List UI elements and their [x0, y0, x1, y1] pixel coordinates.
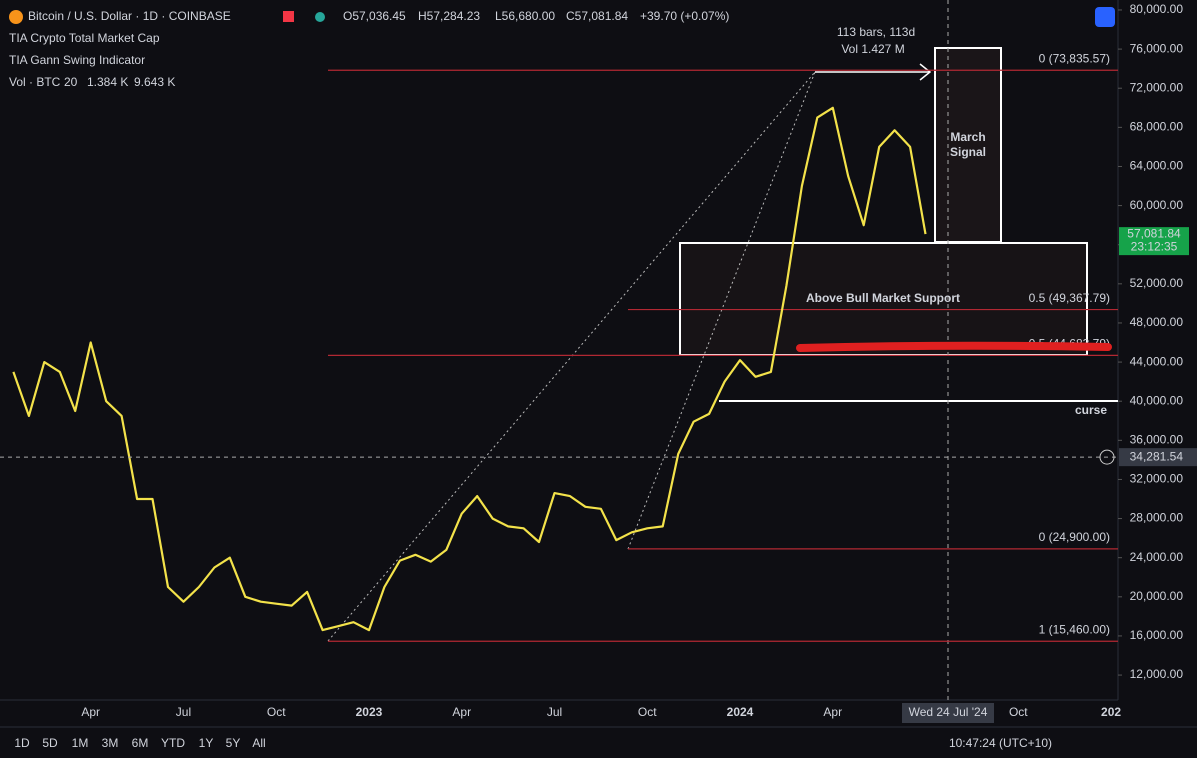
annotation: Vol 1.427 M [841, 42, 904, 56]
ohlc-value: C57,081.84 [566, 9, 628, 23]
indicator-label: TIA Crypto Total Market Cap [9, 31, 160, 45]
y-tick-label: 16,000.00 [1130, 628, 1184, 642]
range-button[interactable]: 1Y [199, 736, 214, 750]
x-tick-label: Apr [452, 705, 471, 719]
volume-legend: 20 [64, 75, 78, 89]
last-price-badge [1119, 227, 1189, 256]
x-tick-label: 2024 [727, 705, 754, 719]
countdown-label: 23:12:35 [1131, 239, 1178, 253]
range-button[interactable]: 1M [72, 736, 89, 750]
level-label: 0 (24,900.00) [1039, 530, 1110, 544]
level-label: 0.5 (49,367.79) [1029, 291, 1110, 305]
y-tick-label: 32,000.00 [1130, 472, 1184, 486]
level-label: 1 (15,460.00) [1039, 622, 1110, 636]
y-tick-label: 48,000.00 [1130, 315, 1184, 329]
btc-icon [9, 10, 23, 24]
price-line [12, 106, 927, 632]
y-tick-label: 24,000.00 [1130, 550, 1184, 564]
annotation: 113 bars, 113d [837, 25, 915, 39]
volume-legend: 1.384 K [87, 75, 128, 89]
indicator-label: TIA Gann Swing Indicator [9, 53, 145, 67]
y-tick-label: 36,000.00 [1130, 432, 1184, 446]
ohlc-value: O57,036.45 [343, 9, 406, 23]
trend-line [627, 71, 816, 550]
crosshair-price-label: 34,281.54 [1130, 449, 1184, 463]
x-tick-label: Oct [638, 705, 657, 719]
y-tick-label: 44,000.00 [1130, 354, 1184, 368]
symbol-title: Bitcoin / U.S. Dollar · 1D · COINBASE [28, 9, 231, 23]
crosshair-date-badge [902, 703, 994, 723]
x-tick-label: 202 [1101, 705, 1121, 719]
march-box [934, 47, 1002, 243]
support-box [679, 242, 1088, 356]
y-tick-label: 72,000.00 [1130, 80, 1184, 94]
settings-button[interactable] [1095, 7, 1115, 27]
y-tick-label: 68,000.00 [1130, 120, 1184, 134]
ohlc-value: H57,284.23 [418, 9, 480, 23]
range-button[interactable]: 6M [132, 736, 149, 750]
annotation: Above Bull Market Support [806, 291, 960, 305]
y-tick-label: 20,000.00 [1130, 589, 1184, 603]
y-tick-label: 76,000.00 [1130, 41, 1184, 55]
status-dot [315, 12, 325, 22]
y-tick-label: 52,000.00 [1130, 276, 1184, 290]
clock: 10:47:24 (UTC+10) [949, 736, 1052, 750]
volume-legend: 9.643 K [134, 75, 175, 89]
x-tick-label: 2023 [356, 705, 383, 719]
x-tick-label: Apr [823, 705, 842, 719]
crosshair-date-label: Wed 24 Jul '24 [909, 705, 988, 719]
last-price-label: 57,081.84 [1127, 226, 1181, 240]
level-label: 0 (73,835.57) [1039, 51, 1110, 65]
annotation: Signal [950, 145, 986, 159]
range-button[interactable]: 5Y [226, 736, 241, 750]
range-button[interactable]: 1D [14, 736, 30, 750]
x-tick-label: Jul [176, 705, 191, 719]
y-tick-label: 40,000.00 [1130, 393, 1184, 407]
y-tick-label: 60,000.00 [1130, 198, 1184, 212]
ohlc-value: +39.70 (+0.07%) [640, 9, 729, 23]
volume-legend: Vol · BTC [9, 75, 61, 89]
y-tick-label: 12,000.00 [1130, 667, 1184, 681]
crosshair-price-badge [1119, 448, 1197, 467]
ohlc-value: L56,680.00 [495, 9, 555, 23]
range-button[interactable]: YTD [161, 736, 185, 750]
range-button[interactable]: 5D [42, 736, 58, 750]
range-button[interactable]: All [252, 736, 265, 750]
annotation: curse [1075, 403, 1107, 417]
x-tick-label: Jul [547, 705, 562, 719]
range-button[interactable]: 3M [102, 736, 119, 750]
x-tick-label: Oct [267, 705, 286, 719]
measure-arrow-head [919, 63, 932, 81]
y-tick-label: 28,000.00 [1130, 511, 1184, 525]
y-tick-label: 64,000.00 [1130, 159, 1184, 173]
red-highlight [796, 341, 1112, 352]
x-tick-label: Apr [81, 705, 100, 719]
x-tick-label: Oct [1009, 705, 1028, 719]
crosshair-add-button[interactable] [1099, 449, 1115, 465]
annotation: March [950, 130, 985, 144]
flag-icon[interactable] [283, 11, 294, 22]
y-tick-label: 80,000.00 [1130, 2, 1184, 16]
